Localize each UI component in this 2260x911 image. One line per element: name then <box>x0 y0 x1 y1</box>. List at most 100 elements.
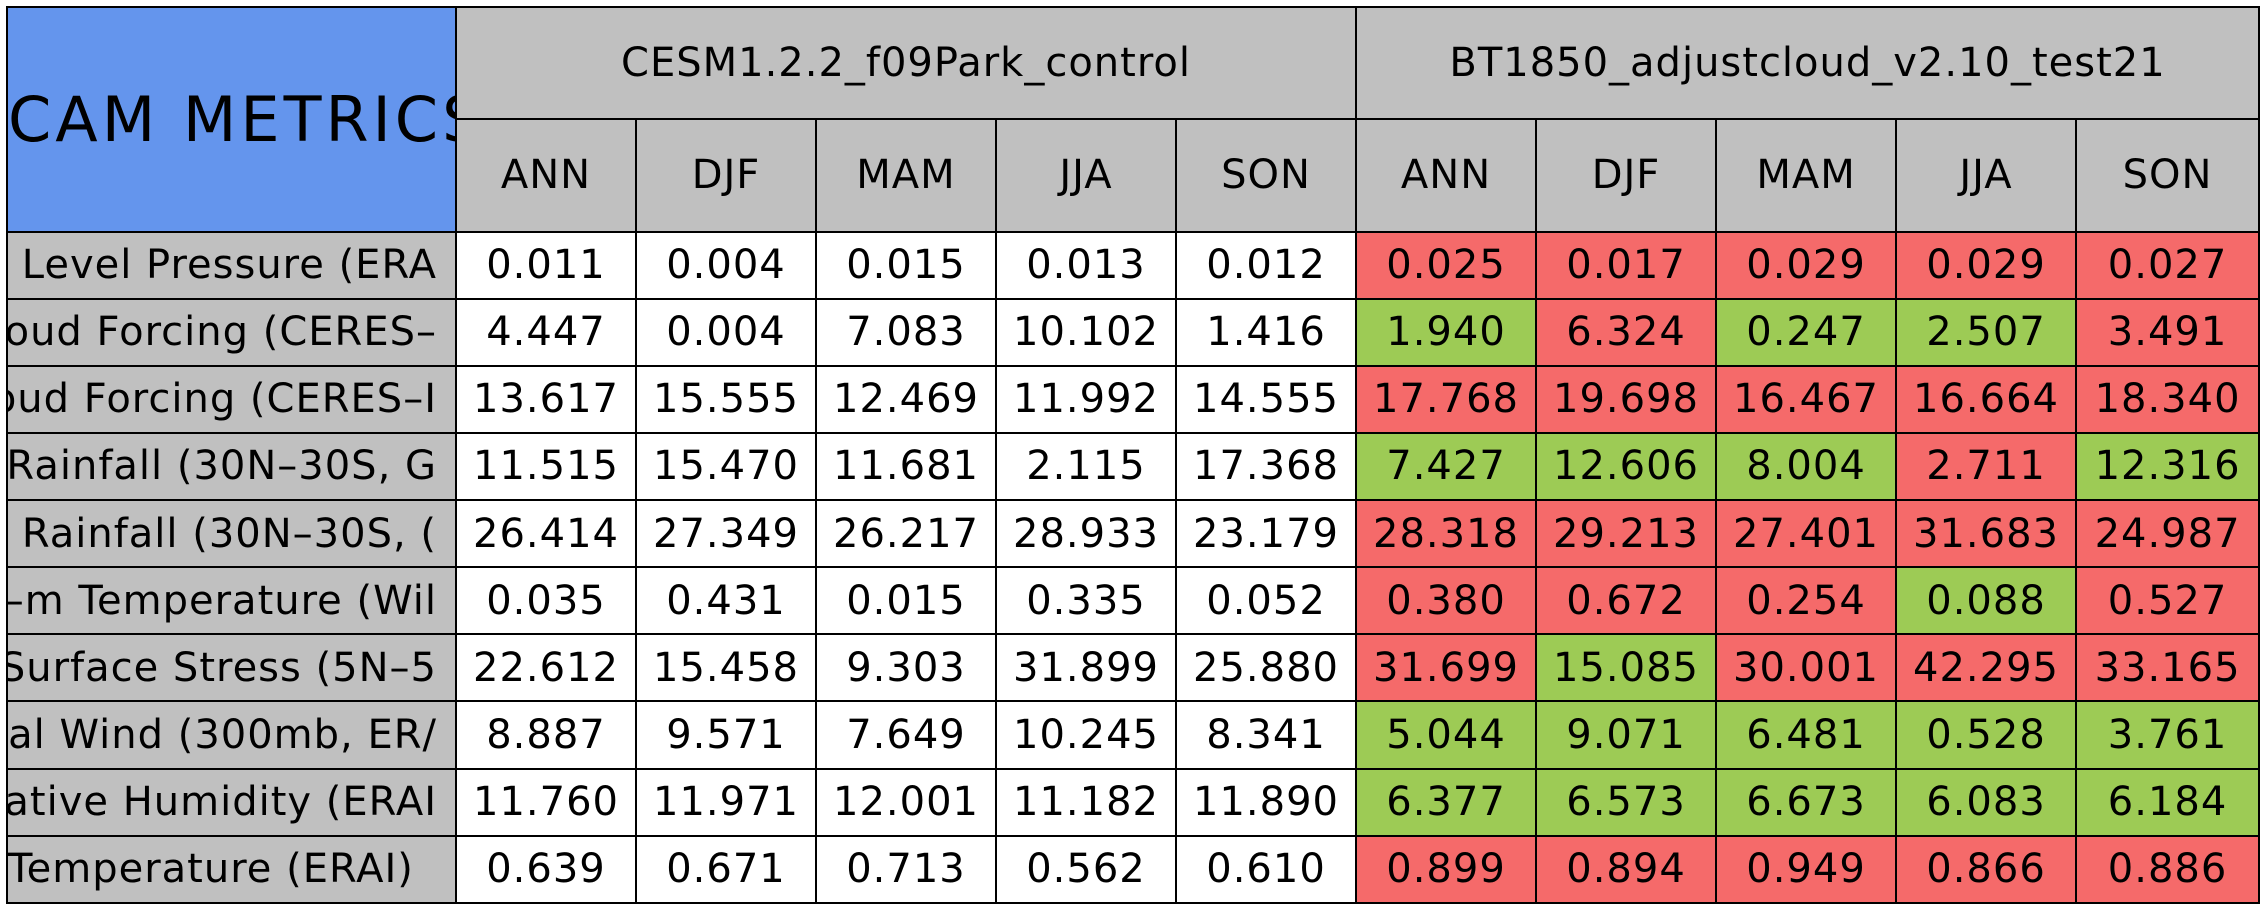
test-value-cell: 3.491 <box>2075 297 2260 367</box>
row-label-text: Relative Humidity (ERAI <box>9 779 437 826</box>
control-value-cell: 15.458 <box>635 633 817 703</box>
control-value-cell: 11.992 <box>995 364 1177 434</box>
row-label-text: n Rainfall (30N–30S, ( <box>7 510 437 557</box>
control-value-cell: 0.015 <box>815 230 997 300</box>
test-value-cell: 6.083 <box>1895 767 2078 837</box>
control-value-cell: 0.035 <box>455 566 637 636</box>
row-label-text: oud Forcing (CERES– <box>7 309 437 356</box>
test-value-cell: 16.467 <box>1715 364 1898 434</box>
test-value-cell: 0.088 <box>1895 566 2078 636</box>
test-value-cell: 1.940 <box>1355 297 1538 367</box>
row-label: Surface Stress (5N–5 <box>6 633 457 703</box>
test-value-cell: 19.698 <box>1535 364 1718 434</box>
table-row: oud Forcing (CERES– 4.447 0.004 7.083 10.102… <box>6 297 2260 367</box>
test-value-cell: 0.866 <box>1895 834 2078 905</box>
control-value-cell: 11.760 <box>455 767 637 837</box>
case-header-row: CAM METRICS CESM1.2.2_f09Park_control BT… <box>6 5 2260 233</box>
table-row: Temperature (ERAI) 0.639 0.671 0.713 0.562 0.… <box>6 834 2260 905</box>
test-value-cell: 0.899 <box>1355 834 1538 905</box>
test-value-cell: 6.673 <box>1715 767 1898 837</box>
test-value-cell: 0.672 <box>1535 566 1718 636</box>
control-value-cell: 12.469 <box>815 364 997 434</box>
control-value-cell: 0.015 <box>815 566 997 636</box>
control-value-cell: 11.890 <box>1174 767 1358 837</box>
table-row: ea Level Pressure (ERA0.0110.0040.0150.0… <box>6 230 2260 300</box>
control-value-cell: 26.217 <box>815 499 997 569</box>
control-value-cell: 1.416 <box>1174 297 1358 367</box>
test-value-cell: 15.085 <box>1535 633 1718 703</box>
test-value-cell: 28.318 <box>1355 499 1538 569</box>
control-value-cell: 0.052 <box>1174 566 1358 636</box>
control-value-cell: 15.555 <box>635 364 817 434</box>
test-value-cell: 0.528 <box>1895 700 2078 770</box>
control-value-cell: 4.447 <box>455 297 637 367</box>
metrics-table: CAM METRICS CESM1.2.2_f09Park_control BT… <box>6 5 2260 905</box>
test-value-cell: 24.987 <box>2075 499 2260 569</box>
row-label: Relative Humidity (ERAI <box>6 767 457 837</box>
control-value-cell: 7.083 <box>815 297 997 367</box>
test-value-cell: 6.481 <box>1715 700 1898 770</box>
row-label-text: Surface Stress (5N–5 <box>7 644 437 691</box>
test-value-cell: 6.324 <box>1535 297 1718 367</box>
test-value-cell: 0.029 <box>1895 230 2078 300</box>
test-value-cell: 0.886 <box>2075 834 2260 905</box>
test-value-cell: 12.606 <box>1535 431 1718 502</box>
control-value-cell: 12.001 <box>815 767 997 837</box>
control-value-cell: 0.013 <box>995 230 1177 300</box>
control-value-cell: 11.971 <box>635 767 817 837</box>
table-row: Relative Humidity (ERAI 11.76011.97112.00… <box>6 767 2260 837</box>
control-value-cell: 11.681 <box>815 431 997 502</box>
row-label-text: ea Level Pressure (ERA <box>9 242 437 289</box>
test-value-cell: 2.711 <box>1895 431 2078 502</box>
test-value-cell: 2.507 <box>1895 297 2078 367</box>
control-value-cell: 22.612 <box>455 633 637 703</box>
row-label: 2–m Temperature (Wil <box>6 566 457 636</box>
table-row: n Rainfall (30N–30S, (26.414 27.349 26.217… <box>6 499 2260 569</box>
control-value-cell: 0.610 <box>1174 834 1358 905</box>
control-value-cell: 0.562 <box>995 834 1177 905</box>
test-value-cell: 3.761 <box>2075 700 2260 770</box>
control-value-cell: 0.004 <box>635 230 817 300</box>
control-value-cell: 17.368 <box>1174 431 1358 502</box>
test-value-cell: 0.025 <box>1355 230 1538 300</box>
test-value-cell: 12.316 <box>2075 431 2260 502</box>
control-value-cell: 0.011 <box>455 230 637 300</box>
row-label: oud Forcing (CERES–I <box>6 364 457 434</box>
test-value-cell: 0.254 <box>1715 566 1898 636</box>
test-value-cell: 0.949 <box>1715 834 1898 905</box>
table-row: oud Forcing (CERES–I 13.617 15.555 12.469 11… <box>6 364 2260 434</box>
season-header: MAM <box>815 118 997 233</box>
control-value-cell: 0.713 <box>815 834 997 905</box>
control-value-cell: 10.245 <box>995 700 1177 770</box>
row-label-text: Rainfall (30N–30S, G <box>7 443 437 490</box>
control-value-cell: 0.671 <box>635 834 817 905</box>
row-label: ea Level Pressure (ERA <box>6 230 457 300</box>
test-value-cell: 0.247 <box>1715 297 1898 367</box>
table-row: 2–m Temperature (Wil 0.035 0.431 0.015 0.335… <box>6 566 2260 636</box>
control-value-cell: 15.470 <box>635 431 817 502</box>
control-value-cell: 9.571 <box>635 700 817 770</box>
test-value-cell: 0.017 <box>1535 230 1718 300</box>
season-header: SON <box>1174 118 1358 233</box>
season-header: DJF <box>635 118 817 233</box>
season-header: MAM <box>1715 118 1898 233</box>
test-value-cell: 6.184 <box>2075 767 2260 837</box>
test-value-cell: 29.213 <box>1535 499 1718 569</box>
test-value-cell: 7.427 <box>1355 431 1538 502</box>
control-value-cell: 11.515 <box>455 431 637 502</box>
case-header-test: BT1850_adjustcloud_v2.10_test21 <box>1355 5 2260 121</box>
control-value-cell: 7.649 <box>815 700 997 770</box>
table-title: CAM METRICS <box>6 6 457 233</box>
row-label-text: 2–m Temperature (Wil <box>7 577 437 624</box>
control-value-cell: 14.555 <box>1174 364 1358 434</box>
season-header: JJA <box>995 118 1177 233</box>
test-value-cell: 30.001 <box>1715 633 1898 703</box>
season-header-row: ANN DJF MAM JJA SON ANN DJF MAM JJA SON <box>7 118 2260 233</box>
row-label: Rainfall (30N–30S, G <box>6 431 457 502</box>
row-label: n Rainfall (30N–30S, ( <box>6 499 457 569</box>
test-value-cell: 33.165 <box>2075 633 2260 703</box>
control-value-cell: 9.303 <box>815 633 997 703</box>
table-row: Rainfall (30N–30S, G 11.515 15.470 11.681 2.… <box>6 431 2260 502</box>
test-value-cell: 17.768 <box>1355 364 1538 434</box>
row-label-text: Temperature (ERAI) <box>8 846 414 893</box>
